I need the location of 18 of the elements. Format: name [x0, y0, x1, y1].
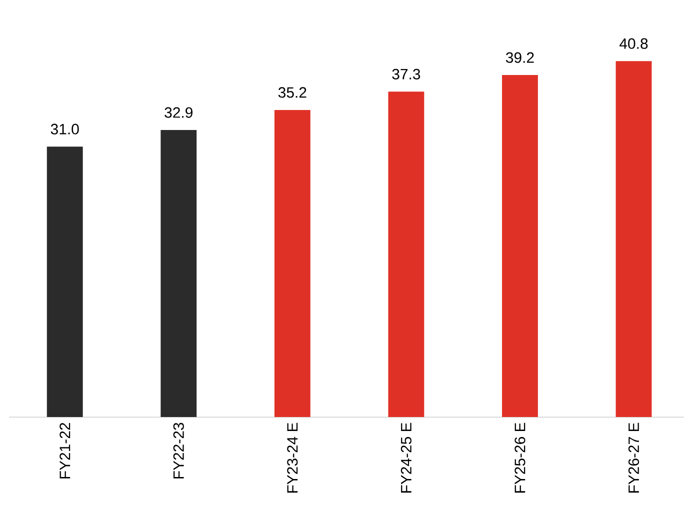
bar — [388, 92, 424, 418]
data-label: 32.9 — [164, 107, 192, 118]
bar — [616, 61, 652, 418]
x-tick-label: FY24-25 E — [400, 422, 412, 493]
data-label: 35.2 — [278, 87, 306, 98]
data-label: 39.2 — [506, 52, 534, 63]
data-label: 37.3 — [392, 68, 420, 80]
x-tick-label: FY26-27 E — [628, 422, 640, 493]
bar — [46, 146, 83, 418]
bar — [502, 75, 538, 418]
bar — [160, 130, 197, 418]
x-tick-label: FY21-22 — [60, 422, 70, 478]
x-tick-label: FY25-26 E — [514, 422, 526, 493]
data-label: 31.0 — [50, 124, 79, 134]
x-tick-label: FY22-23 — [173, 422, 184, 478]
x-tick-label: FY23-24 E — [287, 422, 298, 493]
data-label: 40.8 — [620, 38, 648, 49]
bar — [274, 110, 310, 418]
